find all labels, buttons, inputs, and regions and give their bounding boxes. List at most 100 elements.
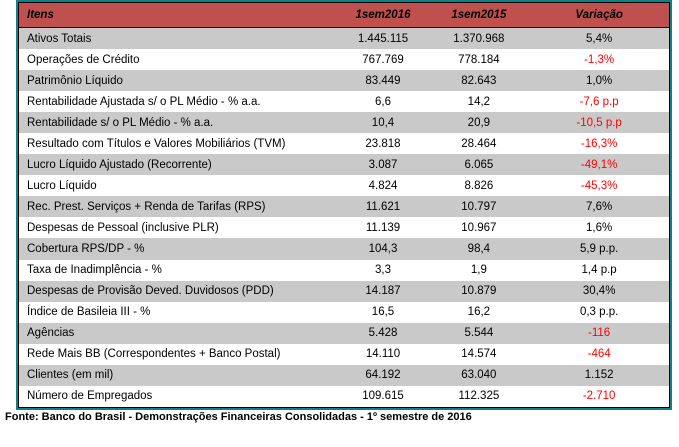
column-header-itens: Itens [19, 3, 338, 28]
item-label: Número de Empregados [27, 390, 153, 403]
value-1sem2016: 83.449 [365, 74, 401, 87]
value-1sem2016: 14.110 [365, 348, 401, 361]
table-row: Rec. Prest. Serviços + Renda de Tarifas … [19, 196, 669, 218]
table-row: Número de Empregados 109.615 112.325 -2.710 [19, 385, 669, 407]
variation-value: -2.710 [582, 390, 616, 403]
value-1sem2016: 23.818 [365, 137, 401, 150]
item-label: Taxa de Inadimplência - % [27, 264, 162, 277]
value-1sem2015: 28.464 [461, 137, 497, 150]
value-1sem2015: 16,2 [467, 306, 491, 319]
item-label: Lucro Líquido Ajustado (Recorrente) [27, 158, 212, 171]
variation-value: -45,3% [580, 179, 618, 192]
table-row: Despesas de Pessoal (inclusive PLR) 11.13… [19, 217, 669, 239]
variation-value: -464 [587, 348, 611, 361]
value-1sem2016: 767.769 [362, 53, 404, 66]
table-row: Operações de Crédito 767.769 778.184 -1,3% [19, 49, 669, 71]
item-label: Resultado com Títulos e Valores Mobiliár… [27, 137, 286, 150]
value-1sem2015: 778.184 [458, 53, 500, 66]
variation-value: -116 [588, 327, 611, 340]
table-row: Clientes (em mil) 64.192 63.040 1.152 [19, 364, 669, 386]
source-note: Fonte: Banco do Brasil - Demonstrações F… [5, 411, 472, 423]
value-1sem2015: 6.065 [464, 158, 494, 171]
variation-value: -10,5 p.p [576, 116, 622, 129]
value-1sem2016: 104,3 [368, 242, 398, 255]
item-label: Lucro Líquido [27, 179, 97, 192]
table-row: Rentabilidade Ajustada s/ o PL Médio - %… [19, 91, 669, 113]
value-1sem2015: 112.325 [458, 390, 500, 403]
item-label: Despesas de Pessoal (inclusive PLR) [27, 221, 219, 234]
table-row: Resultado com Títulos e Valores Mobiliár… [19, 133, 669, 155]
variation-value: 1,6% [586, 221, 613, 234]
table-header-row: Itens 1sem2016 1sem2015 Variação [19, 3, 669, 28]
value-1sem2015: 20,9 [467, 116, 491, 129]
table-row: Lucro Líquido 4.824 8.826 -45,3% [19, 175, 669, 197]
item-label: Operações de Crédito [27, 53, 140, 66]
table-row: Cobertura RPS/DP - % 104,3 98,4 5,9 p.p. [19, 238, 669, 260]
table-row: Patrimônio Líquido 83.449 82.643 1,0% [19, 70, 669, 92]
table-row: Taxa de Inadimplência - % 3,3 1,9 1,4 p.p [19, 259, 669, 281]
value-1sem2016: 109.615 [362, 390, 404, 403]
value-1sem2015: 98,4 [467, 242, 491, 255]
table-body: Ativos Totais 1.445.115 1.370.968 5,4% Opera… [19, 27, 669, 407]
variation-value: -7,6 p.p [579, 95, 619, 108]
table-row: Rede Mais BB (Correspondentes + Banco Po… [19, 343, 669, 365]
table-row: Despesas de Provisão Deved. Duvidosos (P… [19, 280, 669, 302]
value-1sem2015: 10.879 [461, 285, 497, 298]
value-1sem2016: 3,3 [375, 264, 391, 277]
table-row: Agências 5.428 5.544 -116 [19, 322, 669, 344]
variation-value: 1,0% [586, 74, 613, 87]
column-header-1sem2015: 1sem2015 [428, 3, 530, 28]
item-label: Cobertura RPS/DP - % [27, 242, 145, 255]
financial-summary-table: Itens 1sem2016 1sem2015 Variação Ativos … [19, 3, 669, 407]
variation-value: 7,6% [586, 200, 613, 213]
table-row: Rentabilidade s/ o PL Médio - % a.a. 10,4… [19, 112, 669, 134]
item-label: Rec. Prest. Serviços + Renda de Tarifas … [27, 200, 266, 213]
table-row: Lucro Líquido Ajustado (Recorrente) 3.087… [19, 154, 669, 176]
value-1sem2016: 16,5 [371, 306, 395, 319]
value-1sem2016: 11.139 [365, 221, 401, 234]
value-1sem2015: 82.643 [461, 74, 497, 87]
item-label: Patrimônio Líquido [27, 74, 123, 87]
financial-table-frame: Itens 1sem2016 1sem2015 Variação Ativos … [16, 0, 672, 410]
value-1sem2015: 10.797 [461, 200, 497, 213]
variation-value: 1,4 p.p [581, 264, 617, 277]
value-1sem2016: 1.445.115 [357, 32, 409, 45]
item-label: Ativos Totais [27, 32, 92, 45]
value-1sem2015: 10.967 [461, 221, 497, 234]
value-1sem2016: 6,6 [375, 95, 391, 108]
column-header-1sem2016: 1sem2016 [337, 3, 429, 28]
value-1sem2015: 8.826 [464, 179, 494, 192]
table-header: Itens 1sem2016 1sem2015 Variação [19, 3, 669, 28]
value-1sem2015: 14.574 [461, 348, 497, 361]
value-1sem2016: 14.187 [365, 285, 401, 298]
table-row: Ativos Totais 1.445.115 1.370.968 5,4% [19, 27, 669, 50]
value-1sem2015: 1,9 [470, 264, 487, 277]
value-1sem2016: 10,4 [371, 116, 395, 129]
item-label: Agências [27, 327, 75, 340]
variation-value: 0,3 p.p. [579, 306, 619, 319]
value-1sem2015: 5.544 [464, 327, 494, 340]
value-1sem2016: 4.824 [368, 179, 398, 192]
variation-value: -49,1% [580, 158, 618, 171]
variation-value: 5,9 p.p. [579, 242, 619, 255]
item-label: Rentabilidade Ajustada s/ o PL Médio - %… [27, 95, 261, 108]
item-label: Rentabilidade s/ o PL Médio - % a.a. [27, 116, 214, 129]
column-header-variacao: Variação [529, 3, 669, 28]
value-1sem2015: 63.040 [461, 369, 497, 382]
item-label: Despesas de Provisão Deved. Duvidosos (P… [27, 285, 274, 298]
variation-value: -16,3% [580, 137, 618, 150]
value-1sem2016: 64.192 [365, 369, 401, 382]
item-label: Índice de Basileia III - % [27, 306, 151, 319]
item-label: Clientes (em mil) [27, 369, 114, 382]
value-1sem2015: 1.370.968 [453, 32, 505, 45]
variation-value: 30,4% [582, 285, 616, 298]
variation-value: -1,3% [584, 53, 615, 66]
variation-value: 1.152 [584, 369, 614, 382]
variation-value: 5,4% [586, 32, 613, 45]
value-1sem2015: 14,2 [467, 95, 491, 108]
value-1sem2016: 5.428 [368, 327, 398, 340]
value-1sem2016: 11.621 [365, 200, 401, 213]
table-row: Índice de Basileia III - % 16,5 16,2 0,3 p.… [19, 301, 669, 323]
item-label: Rede Mais BB (Correspondentes + Banco Po… [27, 348, 281, 361]
